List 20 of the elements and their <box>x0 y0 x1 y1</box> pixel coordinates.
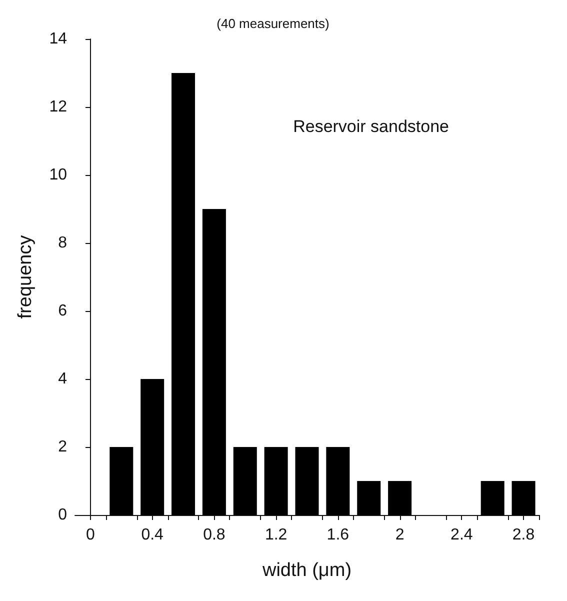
y-tick-label: 2 <box>58 438 68 456</box>
y-tick-label: 4 <box>58 370 68 388</box>
x-axis-title: width (μm) <box>261 560 352 581</box>
y-tick-label: 10 <box>49 166 68 184</box>
x-tick-label: 2.4 <box>450 526 473 544</box>
x-tick-label: 1.6 <box>326 526 350 544</box>
x-tick-label: 0 <box>86 526 96 544</box>
x-tick-label: 2.8 <box>512 526 535 544</box>
x-tick-label: 0.8 <box>203 526 226 544</box>
y-tick-label: 14 <box>49 30 68 48</box>
y-tick-label: 6 <box>58 302 68 320</box>
x-tick-label: 1.2 <box>264 526 288 544</box>
y-tick-label: 8 <box>58 234 68 252</box>
chart-title: (40 measurements) <box>216 16 330 31</box>
x-tick-label: 2 <box>395 526 404 544</box>
y-axis-title: frequency <box>15 234 36 319</box>
y-tick-label: 12 <box>49 98 68 116</box>
annotation: Reservoir sandstone <box>293 117 450 136</box>
y-tick-label: 0 <box>58 506 68 524</box>
x-tick-label: 0.4 <box>141 526 164 544</box>
